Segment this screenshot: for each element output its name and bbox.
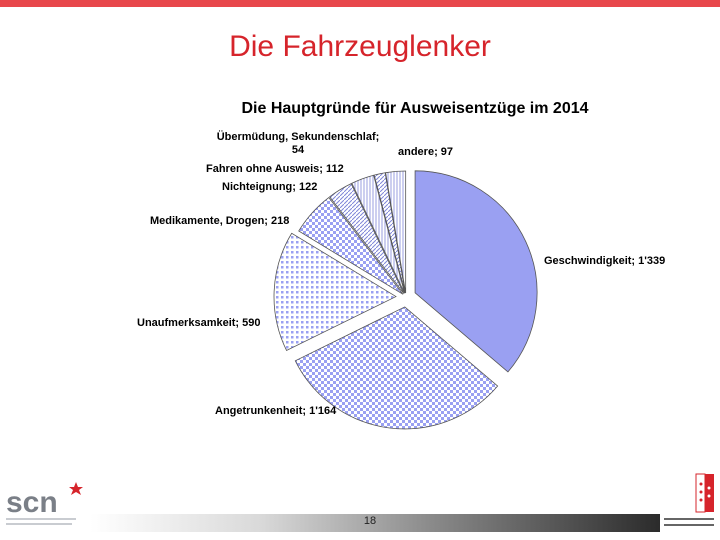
chart-title: Die Hauptgründe für Ausweisentzüge im 20… [241,100,589,117]
pie-slice [273,232,397,351]
top-accent-bar [0,0,720,7]
footer-gradient-bar [90,514,660,532]
data-label: andere; 97 [398,146,453,158]
pie-slice [329,183,405,294]
pie-slice [373,172,406,294]
page-number: 18 [363,515,377,527]
pie-slice [351,174,406,294]
pie-slice [294,306,499,430]
data-label: Geschwindigkeit; 1'339 [544,255,665,267]
slide-title: Die Fahrzeuglenker [229,30,491,63]
data-label: Übermüdung, Sekundenschlaf; 54 [217,130,380,156]
canton-du-valais-logo [664,473,714,526]
star-icon [69,482,83,495]
pie-slice [298,196,404,295]
data-label: Angetrunkenheit; 1'164 [215,405,337,417]
data-label: Unaufmerksamkeit; 590 [137,317,261,329]
scn-logo-text: scn [6,486,58,519]
data-label: Medikamente, Drogen; 218 [150,215,289,227]
data-label: Fahren ohne Ausweis; 112 [206,163,344,175]
pie-slice [414,170,538,373]
scn-logo: scn [6,482,83,525]
pie-slice [385,170,407,294]
data-label: Nichteignung; 122 [222,181,317,193]
